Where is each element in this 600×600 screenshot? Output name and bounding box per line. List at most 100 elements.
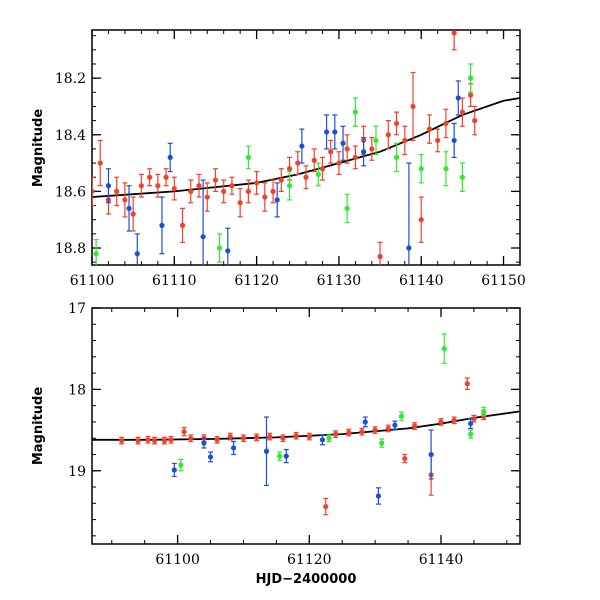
data-marker	[138, 183, 144, 189]
top-blue-point	[134, 233, 140, 265]
bottom-green-point	[441, 333, 447, 364]
data-marker	[438, 419, 444, 425]
bottom-red-point	[346, 428, 352, 437]
top-y-tick-label: 18.2	[55, 71, 86, 87]
data-marker	[361, 149, 367, 155]
bottom-red-point	[333, 430, 339, 438]
data-marker	[130, 211, 136, 217]
data-marker	[237, 200, 243, 206]
top-blue-point	[105, 168, 112, 204]
data-marker	[283, 453, 289, 459]
top-green-point	[315, 162, 321, 187]
top-x-tick-label: 61100	[70, 273, 115, 289]
data-marker	[254, 434, 260, 440]
data-marker	[135, 438, 141, 444]
bottom-red-point	[227, 432, 233, 441]
data-marker	[254, 180, 260, 186]
data-marker	[155, 183, 161, 189]
data-marker	[263, 448, 270, 454]
data-marker	[167, 154, 173, 161]
top-red-point	[303, 165, 309, 190]
top-x-tick-label: 61130	[317, 273, 362, 289]
data-marker	[207, 454, 214, 460]
bottom-red-point	[438, 418, 444, 426]
bottom-red-point	[402, 453, 408, 464]
bottom-red-point	[240, 434, 247, 443]
top-red-point	[311, 148, 317, 173]
top-red-point	[196, 173, 202, 198]
data-marker	[369, 146, 375, 152]
data-marker	[435, 137, 441, 144]
data-marker	[161, 438, 168, 444]
data-marker	[328, 149, 334, 155]
top-x-tick-label: 61110	[152, 273, 197, 289]
bottom-red-point	[135, 436, 141, 445]
data-marker	[171, 185, 177, 192]
data-marker	[392, 422, 398, 428]
top-red-point	[92, 176, 95, 207]
top-red-point	[147, 168, 153, 187]
bottom-red-point	[168, 435, 174, 444]
data-marker	[315, 171, 321, 177]
top-blue-point	[200, 179, 206, 265]
data-marker	[229, 183, 235, 189]
top-y-tick-label: 18.8	[55, 241, 86, 257]
data-marker	[159, 222, 165, 228]
data-marker	[230, 445, 237, 451]
bottom-red-point	[280, 434, 286, 443]
bottom-red-point	[181, 427, 187, 437]
top-red-point	[459, 97, 465, 127]
data-marker	[459, 109, 465, 115]
data-marker	[105, 183, 112, 189]
data-marker	[212, 177, 219, 183]
top-blue-point	[340, 125, 346, 161]
data-marker	[336, 160, 342, 166]
data-marker	[319, 437, 326, 443]
top-red-point	[114, 176, 120, 207]
top-red-point	[179, 207, 186, 243]
bottom-green-point	[326, 434, 332, 443]
data-marker	[126, 205, 132, 211]
data-marker	[201, 440, 207, 446]
top-red-point	[451, 30, 457, 51]
bottom-blue-point	[392, 420, 398, 430]
data-marker	[398, 413, 405, 419]
bottom-red-point	[188, 434, 194, 443]
top-red-point	[221, 179, 227, 204]
top-red-point	[385, 120, 391, 150]
data-marker	[459, 174, 465, 180]
data-marker	[441, 346, 447, 352]
bottom-green-point	[468, 429, 474, 439]
data-marker	[280, 435, 286, 441]
data-marker	[97, 160, 103, 166]
data-marker	[168, 437, 174, 443]
top-red-point	[122, 182, 128, 218]
data-marker	[468, 75, 474, 81]
bottom-red-point	[119, 436, 125, 445]
data-marker	[377, 253, 383, 260]
top-green-point	[459, 162, 465, 192]
data-marker	[375, 493, 382, 499]
top-blue-point	[274, 182, 280, 218]
data-marker	[245, 188, 251, 194]
bottom-blue-point	[468, 418, 474, 430]
data-marker	[402, 455, 408, 462]
data-marker	[418, 217, 424, 223]
data-marker	[216, 245, 223, 251]
top-green-point	[393, 142, 400, 173]
data-marker	[188, 435, 194, 441]
top-blue-point	[451, 122, 457, 159]
data-marker	[443, 120, 449, 127]
top-green-point	[344, 193, 350, 224]
data-marker	[359, 429, 365, 435]
data-marker	[451, 137, 457, 144]
data-marker	[333, 431, 339, 437]
bottom-blue-point	[207, 451, 214, 463]
top-red-point	[163, 168, 169, 187]
top-red-point	[377, 241, 383, 265]
top-red-point	[319, 156, 326, 181]
top-y-axis-label: Magnitude	[31, 109, 46, 188]
data-marker	[171, 467, 177, 473]
top-red-point	[336, 151, 342, 175]
top-green-point	[216, 233, 223, 263]
